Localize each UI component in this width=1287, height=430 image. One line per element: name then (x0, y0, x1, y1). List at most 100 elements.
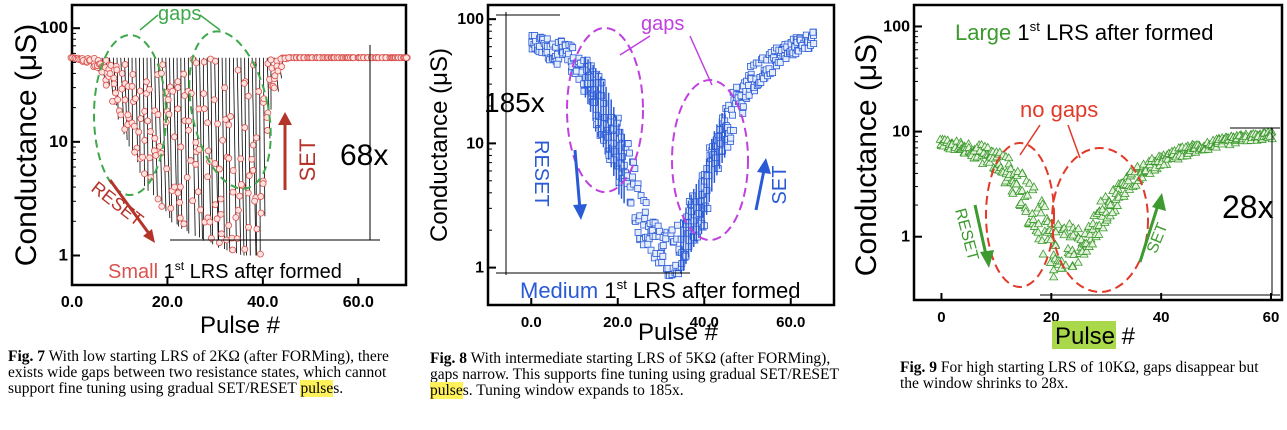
fig7-pulse-line (127, 57, 130, 147)
fig7-data-point (174, 105, 182, 113)
fig9-gap-arrow (1019, 124, 1041, 156)
fig7-data-point (137, 115, 145, 122)
fig8-legend-word: Medium (520, 278, 604, 303)
fig7-data-point (146, 86, 153, 93)
fig7-data-point (187, 157, 195, 164)
fig8-data-point (634, 228, 642, 236)
fig7-legend-rest: LRS after formed (184, 261, 342, 283)
fig8-set-arrow (754, 169, 766, 211)
fig7-data-point (214, 120, 222, 128)
fig7-data-point (225, 222, 233, 229)
fig7-data-point (118, 85, 126, 93)
fig7-data-point (255, 88, 263, 95)
fig9-xtick-label: 40 (1153, 309, 1170, 326)
fig7-data-point (206, 218, 214, 226)
fig8-gap-arrow (689, 35, 713, 86)
fig7-pulse-line (259, 57, 261, 256)
fig8-xlabel: Pulse # (638, 319, 719, 346)
fig7-pulse-line (251, 57, 257, 256)
fig8-data-point (601, 114, 609, 121)
fig9-data-point (1085, 229, 1095, 238)
fig8-data-point (717, 139, 724, 147)
fig9-gaps-label: no gaps (1020, 97, 1098, 122)
fig7-data-point (221, 84, 229, 92)
fig9-data-point (1033, 227, 1043, 236)
fig8-data-point (776, 59, 784, 67)
fig9-data-point (1064, 219, 1075, 228)
fig9-legend-num: 1 (1017, 20, 1029, 45)
fig7-data-point (106, 70, 114, 77)
fig8-data-point (810, 40, 818, 48)
fig7-data-point (139, 153, 146, 161)
fig7-data-point (141, 107, 149, 115)
fig9-legend-sup: st (1030, 19, 1041, 34)
fig7-data-point (237, 155, 245, 163)
fig8-xtick-label: 40.0 (690, 314, 719, 331)
fig8-gaps-label: gaps (641, 13, 684, 35)
fig8-data-point (575, 75, 583, 83)
fig7-ytick-label: 10 (49, 132, 68, 151)
fig7-legend-num: 1 (164, 261, 175, 283)
fig8-data-point (704, 205, 712, 212)
fig7-data-point (146, 154, 154, 162)
fig7-data-point (180, 220, 188, 228)
fig8-data-point (727, 134, 735, 142)
fig7-data-point (163, 165, 171, 173)
fig7-data-point (251, 197, 258, 205)
fig9-data-point (1038, 249, 1048, 258)
fig9-set-arrowhead (1152, 193, 1166, 211)
fig7-gap-arrow (199, 14, 221, 31)
fig7-data-point (210, 96, 218, 104)
fig9-data-point (1017, 185, 1027, 194)
fig7-data-point (143, 78, 150, 86)
fig7-data-point (117, 111, 125, 119)
fig7-data-point (245, 223, 252, 231)
fig7-data-point (211, 201, 219, 209)
fig7-data-point (403, 54, 410, 62)
fig8-legend-sup: st (617, 277, 628, 292)
fig8-data-point (627, 199, 635, 207)
fig7-data-point (102, 81, 110, 89)
fig7-data-point (225, 121, 233, 129)
fig8-data-point (714, 165, 722, 173)
fig7-legend-word: Small (108, 261, 164, 283)
fig8-data-point (809, 28, 817, 36)
fig7-data-point (204, 119, 212, 127)
fig7-xtick-label: 40.0 (247, 294, 278, 311)
fig7-data-point (131, 148, 139, 156)
fig7-data-point (256, 250, 264, 258)
fig9-data-point (1053, 219, 1063, 228)
fig9-data-point (1017, 168, 1027, 177)
fig8-data-point (611, 147, 619, 155)
fig8-data-point (598, 92, 606, 100)
fig9-data-point (1022, 190, 1033, 199)
fig9-ylabel: Conductance (μS) (850, 34, 883, 276)
fig9-data-point (983, 142, 993, 151)
fig7-set-arrowhead (278, 112, 292, 125)
fig7-data-point (185, 126, 192, 134)
fig7-data-point (136, 87, 144, 95)
fig7-data-point (151, 134, 159, 142)
fig7-data-point (200, 90, 208, 98)
fig9-data-point (1098, 223, 1108, 232)
fig9-data-point (1013, 166, 1023, 175)
fig8-data-point (553, 60, 561, 68)
fig9-data-point (1132, 161, 1143, 170)
fig7-data-point (154, 195, 162, 203)
fig8-data-point (658, 259, 666, 266)
fig7-data-point (227, 113, 234, 120)
fig7-reset-label: RESET (88, 177, 148, 230)
fig9-xtick-label: 0 (937, 309, 945, 326)
fig8-gap-arrow (619, 35, 651, 56)
fig8-data-point (598, 79, 606, 87)
fig8-caption: Fig. 8 With intermediate starting LRS of… (430, 351, 860, 399)
fig7-caption: Fig. 7 With low starting LRS of 2KΩ (aft… (8, 349, 418, 397)
fig9-data-point (1068, 230, 1078, 239)
fig9-data-point (1159, 159, 1169, 169)
fig7-pulse-line (247, 57, 251, 256)
fig7-data-point (197, 206, 205, 214)
fig7-data-point (267, 56, 275, 64)
fig8-ytick-label: 1 (475, 260, 484, 277)
